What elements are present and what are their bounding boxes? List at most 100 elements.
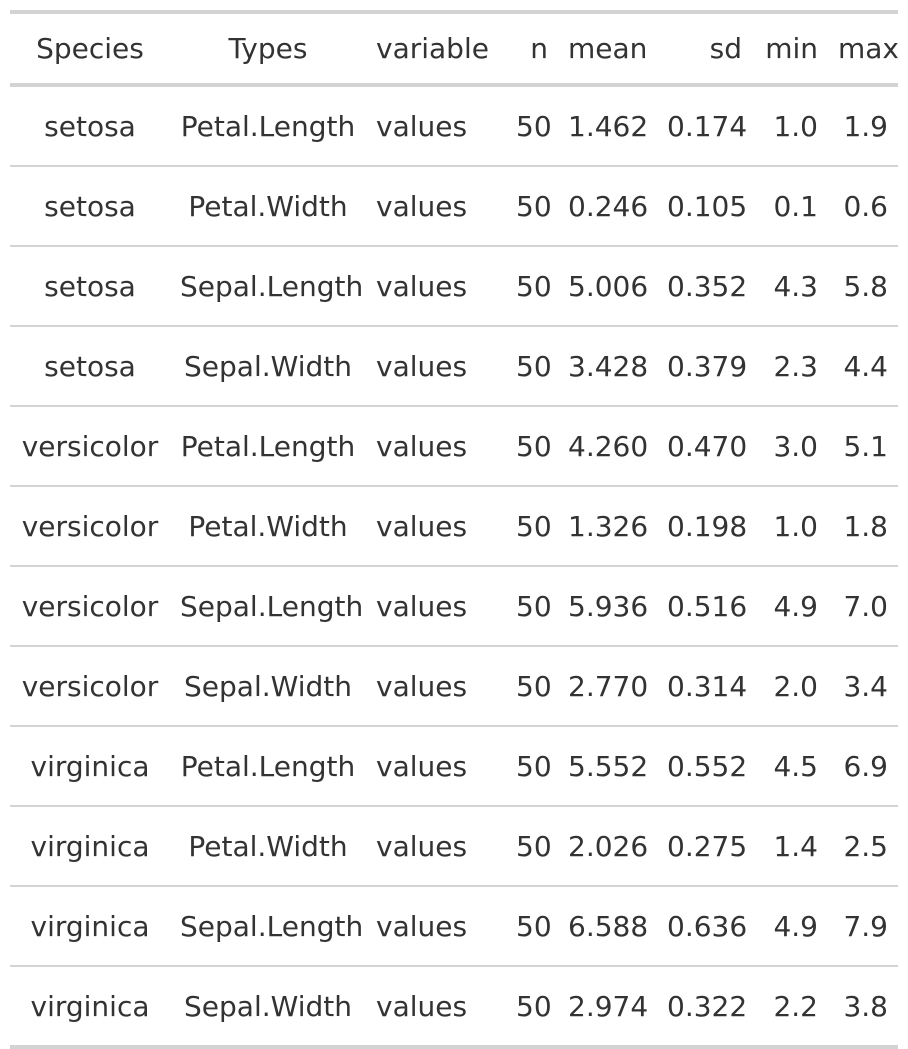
- cell-max: 6.9: [828, 725, 898, 806]
- cell-species: virginica: [10, 725, 170, 806]
- cell-max: 3.8: [828, 965, 898, 1047]
- cell-types: Sepal.Width: [170, 325, 366, 406]
- cell-mean: 3.428: [558, 325, 657, 406]
- column-header-min: min: [752, 12, 828, 87]
- table-body: setosa Petal.Length values 50 1.462 0.174 1.0 1…: [10, 85, 898, 1047]
- cell-n: 50: [506, 325, 558, 406]
- cell-min: 4.3: [752, 245, 828, 326]
- cell-sd: 0.314: [657, 645, 752, 726]
- cell-max: 1.8: [828, 485, 898, 566]
- cell-min: 2.0: [752, 645, 828, 726]
- cell-mean: 5.006: [558, 245, 657, 326]
- table-row: virginica Petal.Width values 50 2.026 0.275 1.…: [10, 805, 898, 886]
- cell-min: 2.2: [752, 965, 828, 1047]
- column-header-max: max: [828, 12, 899, 87]
- table-row: virginica Petal.Length values 50 5.552 0.552 4…: [10, 725, 898, 806]
- cell-max: 0.6: [828, 165, 898, 246]
- cell-species: virginica: [10, 965, 170, 1047]
- summary-table: Species Types variable n mean sd min max…: [10, 10, 899, 1049]
- cell-mean: 5.552: [558, 725, 657, 806]
- cell-n: 50: [506, 565, 558, 646]
- cell-n: 50: [506, 965, 558, 1047]
- table-row: setosa Petal.Length values 50 1.462 0.174 1.0 1…: [10, 85, 898, 166]
- cell-variable: values: [366, 965, 506, 1047]
- cell-max: 7.0: [828, 565, 898, 646]
- cell-max: 5.8: [828, 245, 898, 326]
- cell-mean: 6.588: [558, 885, 657, 966]
- cell-variable: values: [366, 245, 506, 326]
- cell-types: Petal.Width: [170, 485, 366, 566]
- cell-types: Petal.Width: [170, 165, 366, 246]
- cell-mean: 4.260: [558, 405, 657, 486]
- table-row: setosa Sepal.Length values 50 5.006 0.352 4.3 5…: [10, 245, 898, 326]
- cell-mean: 0.246: [558, 165, 657, 246]
- table-row: virginica Sepal.Width values 50 2.974 0.322 2.…: [10, 965, 898, 1047]
- column-header-n: n: [506, 12, 558, 87]
- cell-sd: 0.174: [667, 109, 748, 143]
- cell-min: 4.9: [752, 565, 828, 646]
- cell-sd: 0.516: [657, 565, 752, 646]
- cell-types: Sepal.Length: [170, 565, 366, 646]
- table-row: virginica Sepal.Length values 50 6.588 0.636 4…: [10, 885, 898, 966]
- cell-variable: values: [366, 805, 506, 886]
- cell-min: 1.0: [773, 109, 818, 143]
- cell-variable: values: [376, 109, 468, 143]
- cell-types: Sepal.Width: [170, 645, 366, 726]
- header-row: Species Types variable n mean sd min max: [10, 12, 899, 87]
- cell-variable: values: [366, 485, 506, 566]
- cell-min: 4.5: [752, 725, 828, 806]
- cell-min: 3.0: [752, 405, 828, 486]
- cell-n: 50: [506, 485, 558, 566]
- cell-min: 1.4: [752, 805, 828, 886]
- cell-mean: 2.974: [558, 965, 657, 1047]
- cell-variable: values: [366, 885, 506, 966]
- cell-sd: 0.379: [657, 325, 752, 406]
- cell-n: 50: [506, 245, 558, 326]
- cell-variable: values: [366, 165, 506, 246]
- column-header-types: Types: [170, 12, 366, 87]
- cell-variable: values: [366, 725, 506, 806]
- cell-n: 50: [506, 645, 558, 726]
- cell-min: 1.0: [752, 485, 828, 566]
- cell-min: 0.1: [752, 165, 828, 246]
- cell-species: virginica: [10, 885, 170, 966]
- cell-mean: 1.326: [558, 485, 657, 566]
- cell-max: 3.4: [828, 645, 898, 726]
- cell-types: Sepal.Length: [170, 885, 366, 966]
- cell-species: versicolor: [10, 485, 170, 566]
- cell-mean: 2.770: [558, 645, 657, 726]
- table-header: Species Types variable n mean sd min max: [10, 12, 899, 87]
- cell-max: 4.4: [828, 325, 898, 406]
- cell-sd: 0.470: [657, 405, 752, 486]
- cell-types: Petal.Length: [170, 405, 366, 486]
- column-header-sd: sd: [657, 12, 752, 87]
- cell-sd: 0.352: [657, 245, 752, 326]
- cell-variable: values: [366, 565, 506, 646]
- cell-sd: 0.198: [657, 485, 752, 566]
- cell-n: 50: [516, 109, 552, 143]
- cell-species: virginica: [10, 805, 170, 886]
- cell-types: Petal.Length: [170, 725, 366, 806]
- table-row: versicolor Petal.Length values 50 4.260 0.470…: [10, 405, 898, 486]
- cell-sd: 0.105: [657, 165, 752, 246]
- cell-sd: 0.636: [657, 885, 752, 966]
- column-header-species: Species: [10, 12, 170, 87]
- cell-n: 50: [506, 725, 558, 806]
- cell-sd: 0.322: [657, 965, 752, 1047]
- cell-max: 7.9: [828, 885, 898, 966]
- cell-max: 1.9: [843, 109, 888, 143]
- cell-species: versicolor: [10, 565, 170, 646]
- cell-types: Sepal.Width: [170, 965, 366, 1047]
- cell-max: 5.1: [828, 405, 898, 486]
- cell-variable: values: [366, 405, 506, 486]
- summary-table-container: Species Types variable n mean sd min max…: [10, 10, 899, 1049]
- cell-species: versicolor: [10, 645, 170, 726]
- cell-mean: 2.026: [558, 805, 657, 886]
- cell-n: 50: [506, 165, 558, 246]
- column-header-mean: mean: [558, 12, 657, 87]
- column-header-variable: variable: [366, 12, 506, 87]
- cell-mean: 1.462: [568, 109, 649, 143]
- cell-types: Petal.Length: [180, 109, 356, 143]
- cell-species: versicolor: [10, 405, 170, 486]
- cell-variable: values: [366, 645, 506, 726]
